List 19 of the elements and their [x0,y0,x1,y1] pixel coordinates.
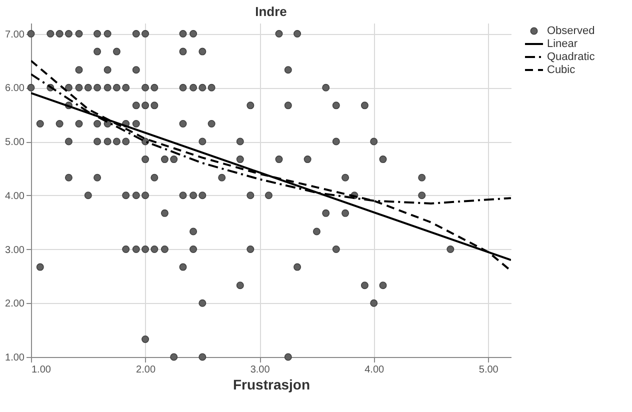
legend-label: Observed [547,25,595,37]
legend-label: Linear [547,38,578,50]
y-tick-label: 4.00 [5,190,25,202]
legend-label: Quadratic [547,51,596,63]
chart-title: Indre [255,4,287,19]
x-tick-label: 2.00 [136,364,156,376]
y-tick-label: 2.00 [5,298,25,310]
line-series [31,60,511,272]
y-tick-label: 3.00 [5,244,25,256]
x-tick-label: 4.00 [364,364,385,376]
y-tick-label: 6.00 [5,83,25,94]
x-tick-label: 1.00 [32,364,52,376]
x-tick-label: 5.00 [478,364,499,376]
legend-label: Cubic [547,64,576,76]
y-tick-label: 7.00 [5,29,25,40]
x-tick-label: 3.00 [250,364,270,376]
x-axis-title: Frustrasjon [232,376,310,392]
y-tick-label: 5.00 [5,137,25,148]
y-tick-label: 1.00 [5,352,25,364]
